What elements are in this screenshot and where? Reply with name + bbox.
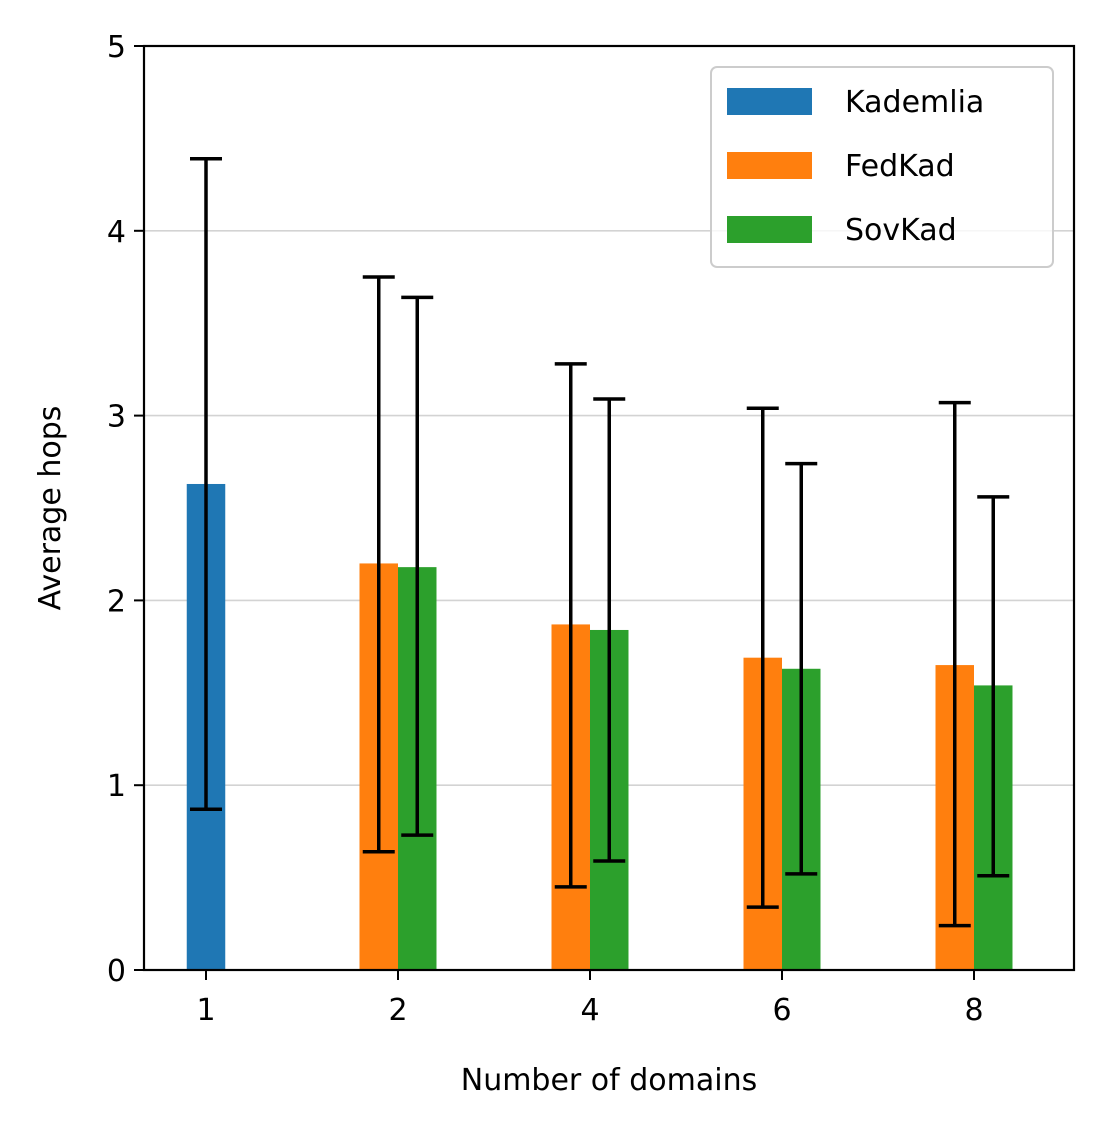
y-tick-label: 5: [107, 30, 126, 65]
x-tick-label: 8: [964, 993, 983, 1028]
legend-label-sovkad: SovKad: [845, 213, 957, 248]
legend-swatch-kademlia: [727, 88, 812, 115]
y-tick-label: 1: [107, 769, 126, 804]
legend-swatch-sovkad: [727, 216, 812, 243]
plot-frame: [142, 44, 1076, 972]
error-bars: [190, 156, 1010, 928]
x-tick-label: 4: [580, 993, 599, 1028]
bars: [186, 483, 1013, 970]
y-tick-label: 0: [107, 954, 126, 989]
x-tick-label: 2: [388, 993, 407, 1028]
y-axis-label: Average hops: [33, 406, 68, 611]
legend-label-fedkad: FedKad: [845, 149, 955, 184]
legend-swatch-fedkad: [727, 152, 812, 179]
y-tick-label: 4: [107, 215, 126, 250]
x-tick-label: 6: [772, 993, 791, 1028]
y-tick-label: 2: [107, 584, 126, 619]
legend-label-kademlia: Kademlia: [845, 85, 984, 120]
axis-ticks: 0 1 2 3 4 5 1 2 4 6 8: [107, 30, 984, 1028]
x-axis-label: Number of domains: [461, 1063, 757, 1098]
y-tick-label: 3: [107, 400, 126, 435]
legend: Kademlia FedKad SovKad: [710, 66, 1054, 268]
x-tick-label: 1: [196, 993, 215, 1028]
